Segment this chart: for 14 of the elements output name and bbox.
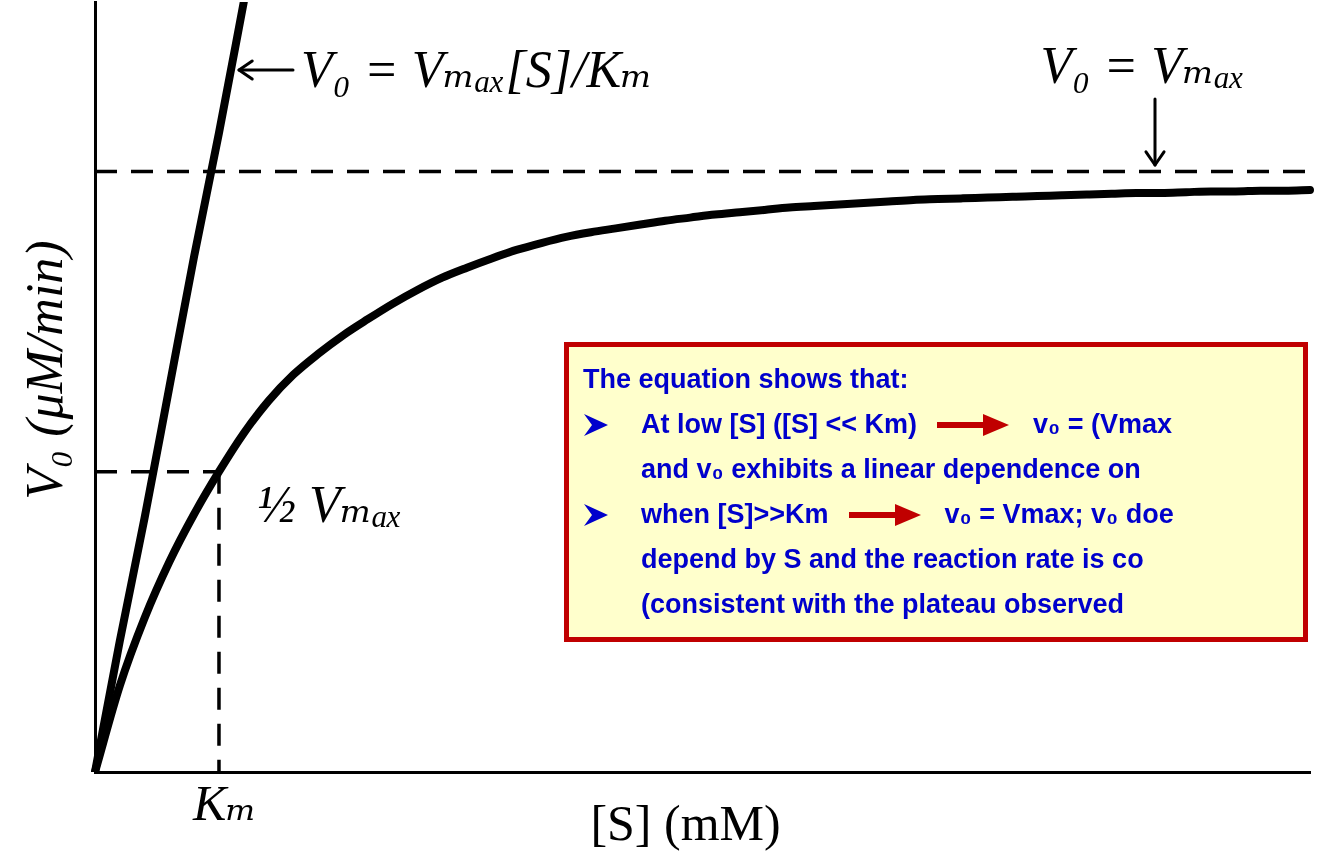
annotation: (consistent with the plateau observed [641, 589, 1125, 620]
annotation: and v₀ exhibits a linear dependence on [641, 454, 1141, 485]
annotation: when [S]>>Km [641, 499, 829, 530]
annotation: At low [S] ([S] << Km) [641, 409, 917, 440]
annotation: v₀ = (Vmax [1033, 409, 1172, 440]
annotation: The equation shows that: [583, 364, 909, 395]
ref-line-label: ½ Vₘₐₓ [256, 475, 403, 533]
x-axis-title: [S] (mM) [590, 795, 781, 851]
ref-line-label: V₀ = Vₘₐₓ [1040, 37, 1245, 95]
annotation: depend by S and the reaction rate is co [641, 544, 1144, 575]
legend-label: V₀ = Vₘₐₓ[S]/Kₘ [300, 41, 653, 98]
y-axis-title: V₀ (μM/min) [16, 240, 74, 500]
annotation: v₀ = Vmax; v₀ doe [944, 499, 1174, 530]
text: Kₘ [191, 775, 257, 831]
